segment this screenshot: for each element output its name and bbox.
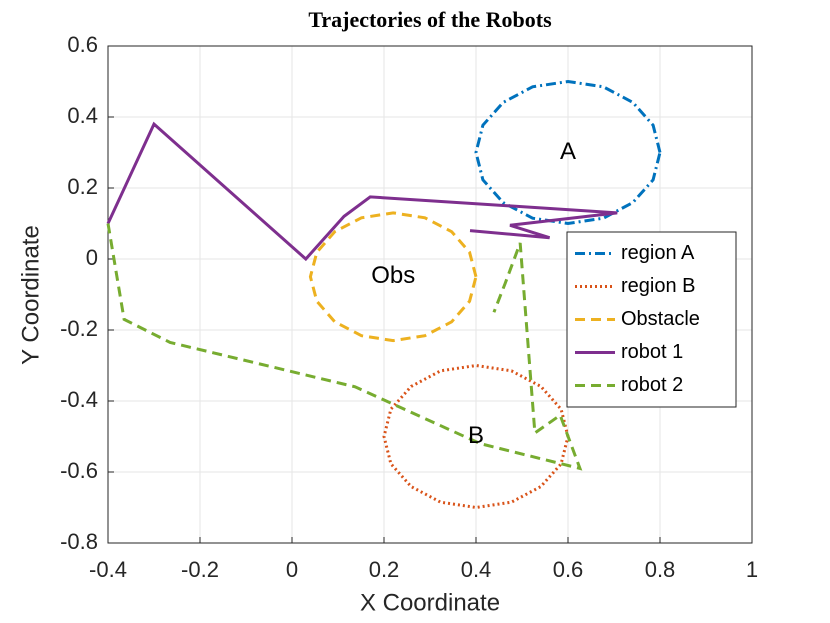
x-tick-label: -0.4 bbox=[89, 557, 127, 582]
x-tick-label: 0.4 bbox=[461, 557, 492, 582]
y-tick-label: 0.6 bbox=[67, 32, 98, 57]
x-tick-label: 0.8 bbox=[645, 557, 676, 582]
y-tick-label: -0.8 bbox=[60, 529, 98, 554]
annotation: Obs bbox=[371, 262, 415, 289]
y-tick-label: 0 bbox=[86, 245, 98, 270]
annotation: B bbox=[468, 422, 484, 449]
legend-label: region A bbox=[621, 242, 695, 264]
legend-label: Obstacle bbox=[621, 308, 700, 330]
x-tick-label: 0.2 bbox=[369, 557, 400, 582]
annotation: A bbox=[560, 138, 576, 165]
x-tick-label: 0.6 bbox=[553, 557, 584, 582]
y-tick-label: -0.4 bbox=[60, 387, 98, 412]
series-line bbox=[308, 211, 478, 343]
series-line bbox=[382, 363, 570, 510]
legend-label: robot 2 bbox=[621, 374, 683, 396]
plot-frame bbox=[107, 45, 753, 544]
legend-label: region B bbox=[621, 275, 696, 297]
x-tick-label: -0.2 bbox=[181, 557, 219, 582]
x-tick-label: 0 bbox=[286, 557, 298, 582]
x-tick-label: 1 bbox=[746, 557, 758, 582]
series-line bbox=[106, 121, 618, 262]
y-tick-label: -0.2 bbox=[60, 316, 98, 341]
y-axis-label: Y Coordinate bbox=[17, 225, 44, 365]
y-tick-label: 0.4 bbox=[67, 103, 98, 128]
series-line bbox=[474, 79, 662, 226]
chart-title: Trajectories of the Robots bbox=[308, 7, 552, 32]
y-tick-label: 0.2 bbox=[67, 174, 98, 199]
legend-label: robot 1 bbox=[621, 341, 683, 363]
x-axis-label: X Coordinate bbox=[360, 589, 500, 616]
y-tick-label: -0.6 bbox=[60, 458, 98, 483]
series-line bbox=[106, 223, 583, 471]
